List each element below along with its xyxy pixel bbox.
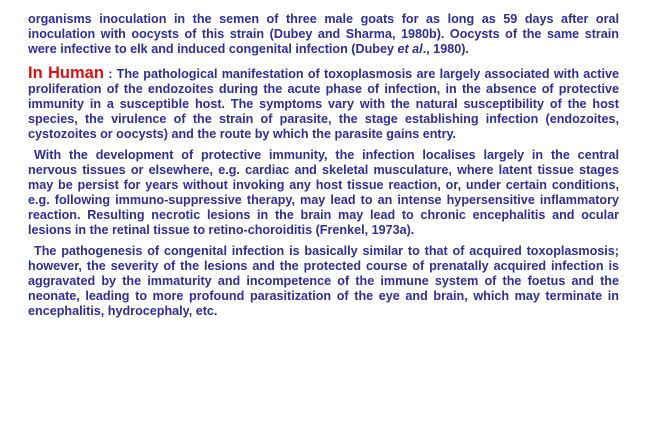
document-page: organisms inoculation in the semen of th… <box>28 12 619 319</box>
paragraph-goat-inoculation: organisms inoculation in the semen of th… <box>28 12 619 57</box>
paragraph-text: : The pathological manifestation of toxo… <box>28 67 619 141</box>
et-al-citation: et al <box>397 42 423 56</box>
paragraph-text-end: ., 1980). <box>422 42 469 56</box>
paragraph-text: With the development of protective immun… <box>28 148 619 237</box>
paragraph-text: organisms inoculation in the semen of th… <box>28 12 619 56</box>
paragraph-in-human: In Human : The pathological manifestatio… <box>28 64 619 142</box>
section-heading-in-human: In Human <box>28 64 104 82</box>
paragraph-congenital-infection: The pathogenesis of congenital infection… <box>28 244 619 319</box>
paragraph-protective-immunity: With the development of protective immun… <box>28 148 619 238</box>
paragraph-text: The pathogenesis of congenital infection… <box>28 244 619 318</box>
